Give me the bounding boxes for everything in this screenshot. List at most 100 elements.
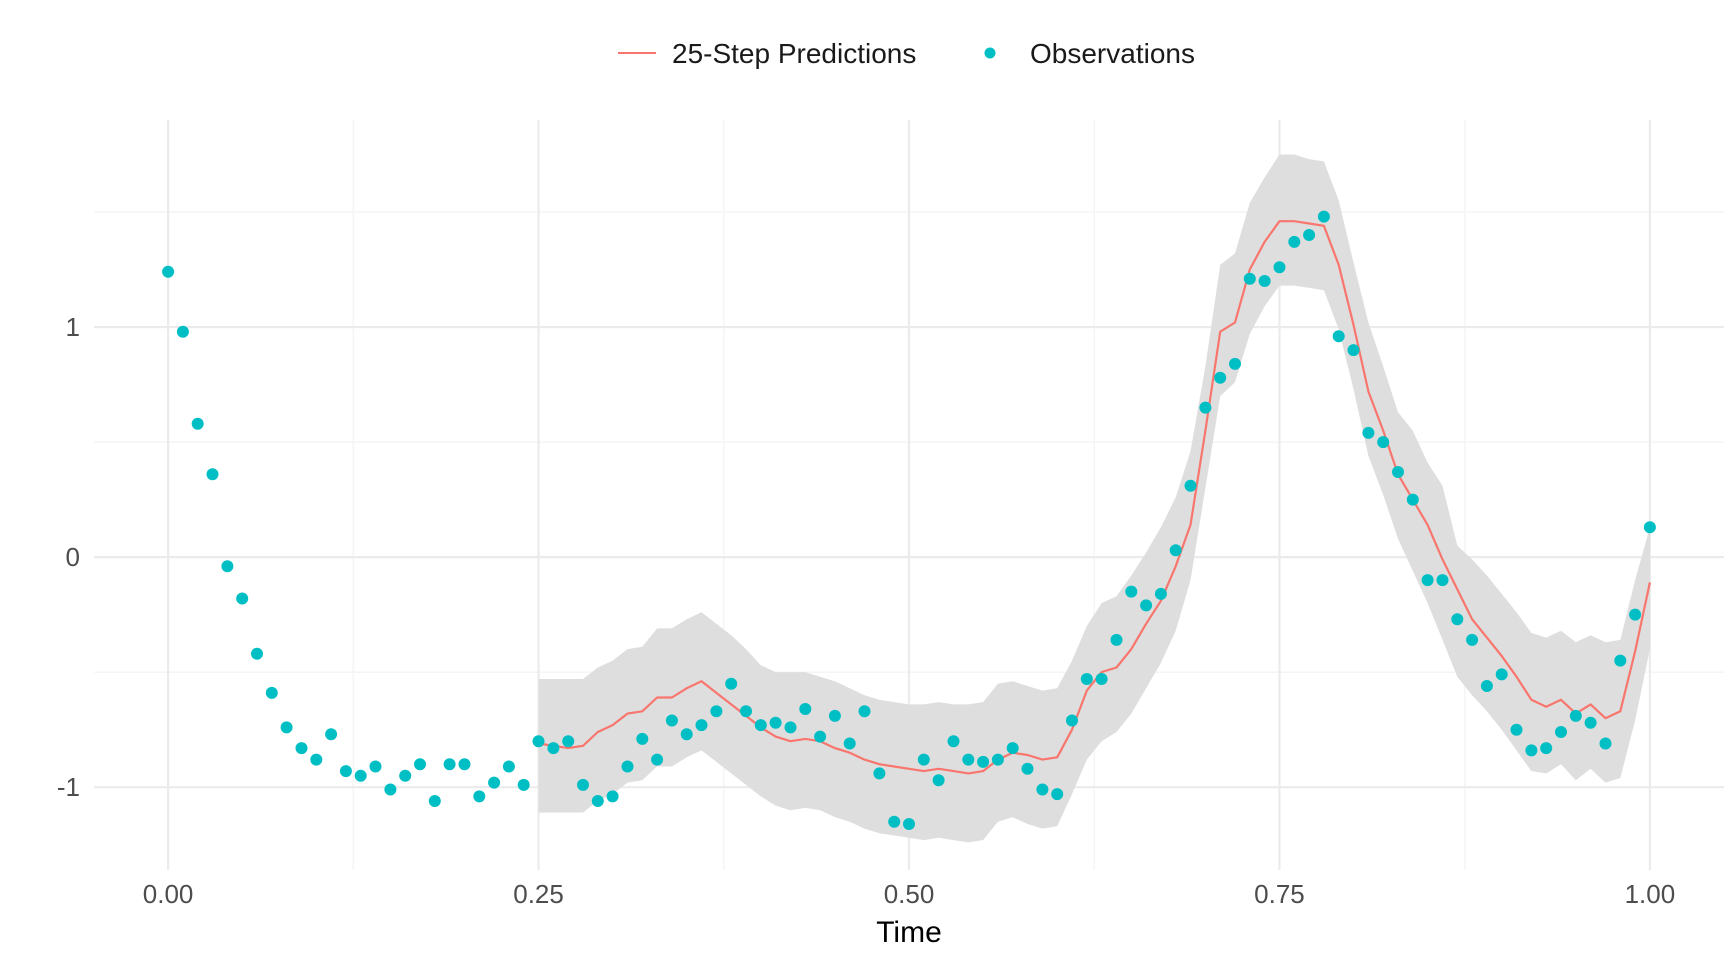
observation-point (1362, 426, 1375, 439)
observation-point (325, 728, 338, 741)
observation-point (1466, 633, 1479, 646)
observation-point (206, 468, 219, 481)
observation-point (977, 755, 990, 768)
observation-point (1540, 742, 1553, 755)
observation-point (1377, 436, 1390, 449)
observation-point (1614, 654, 1627, 667)
observation-point (1110, 633, 1123, 646)
observation-point (1140, 599, 1153, 612)
observation-point (828, 709, 841, 722)
observation-point (384, 783, 397, 796)
prediction-line-layer (538, 220, 1651, 775)
observation-point (665, 714, 678, 727)
observation-point (517, 778, 530, 791)
observation-point (947, 735, 960, 748)
observation-point (917, 753, 930, 766)
observation-point (1421, 574, 1434, 587)
observation-point (1317, 210, 1330, 223)
observation-point (191, 417, 204, 430)
observation-point (1288, 235, 1301, 248)
observation-point (1051, 788, 1064, 801)
observation-point (591, 795, 604, 807)
observation-point (991, 753, 1004, 766)
x-axis-title: Time (876, 916, 942, 949)
observation-point (1629, 608, 1642, 621)
observation-point (221, 560, 234, 573)
observation-point (280, 721, 293, 734)
observation-point (636, 732, 649, 745)
legend: 25-Step Predictions Observations (618, 38, 1195, 69)
observation-point (843, 737, 856, 750)
observation-point (710, 705, 723, 718)
observation-point (1510, 723, 1523, 736)
observation-point (651, 753, 664, 766)
observation-point (1273, 261, 1286, 274)
observation-points-layer (162, 210, 1656, 830)
observation-point (1569, 709, 1582, 722)
observation-point (903, 818, 915, 830)
observation-point (1495, 668, 1508, 681)
observation-point (562, 735, 575, 748)
observation-point (369, 760, 382, 773)
observation-point (1229, 357, 1241, 370)
observation-point (1021, 762, 1034, 775)
observation-point (532, 735, 545, 748)
observation-point (1080, 673, 1093, 685)
observation-point (339, 765, 352, 778)
observation-point (1643, 521, 1656, 534)
observation-point (1066, 714, 1078, 727)
observation-point (443, 758, 456, 771)
x-axis-ticks: 0.00 0.25 0.50 0.75 1.00 (143, 879, 1675, 909)
observation-point (1392, 466, 1404, 478)
prediction-ribbon-layer (538, 154, 1650, 843)
x-tick-label: 0.25 (513, 879, 564, 909)
observation-point (458, 758, 471, 771)
observation-point (1436, 574, 1449, 587)
observation-point (621, 760, 634, 773)
observation-point (1199, 401, 1212, 414)
observation-point (176, 325, 189, 338)
observation-point (162, 265, 175, 278)
observation-point (1036, 783, 1049, 796)
observation-point (236, 592, 249, 605)
observation-point (680, 728, 693, 741)
observation-point (1214, 371, 1227, 384)
observation-point (577, 778, 589, 791)
observation-point (295, 742, 308, 755)
prediction-line (538, 220, 1651, 775)
observation-point (1599, 737, 1612, 750)
observation-point (428, 795, 441, 807)
observation-point (1006, 742, 1019, 755)
legend-point-key-observations (984, 47, 996, 59)
observation-point (784, 721, 797, 734)
y-axis-ticks: -1 0 1 (57, 312, 80, 802)
observation-point (414, 758, 426, 771)
observation-point (473, 790, 486, 803)
observation-point (1169, 544, 1182, 557)
observation-point (265, 686, 278, 699)
observation-point (399, 769, 412, 782)
y-tick-label: 0 (66, 542, 80, 572)
observation-point (814, 730, 827, 743)
observation-point (1243, 272, 1256, 285)
observation-point (547, 742, 560, 755)
observation-point (799, 703, 812, 715)
y-tick-label: 1 (66, 312, 80, 342)
x-tick-label: 0.00 (143, 879, 194, 909)
observation-point (1303, 229, 1316, 241)
observation-point (310, 753, 323, 766)
observation-point (725, 677, 738, 690)
prediction-interval-ribbon (538, 154, 1650, 843)
observation-point (858, 705, 871, 718)
observation-point (488, 776, 501, 789)
x-tick-label: 0.75 (1254, 879, 1305, 909)
x-tick-label: 0.50 (884, 879, 935, 909)
observation-point (1555, 726, 1567, 738)
observation-point (1332, 330, 1345, 343)
observation-point (251, 647, 263, 660)
observation-point (1480, 680, 1493, 692)
observation-point (888, 815, 901, 828)
observation-point (606, 790, 619, 803)
legend-label-observations: Observations (1030, 38, 1195, 69)
